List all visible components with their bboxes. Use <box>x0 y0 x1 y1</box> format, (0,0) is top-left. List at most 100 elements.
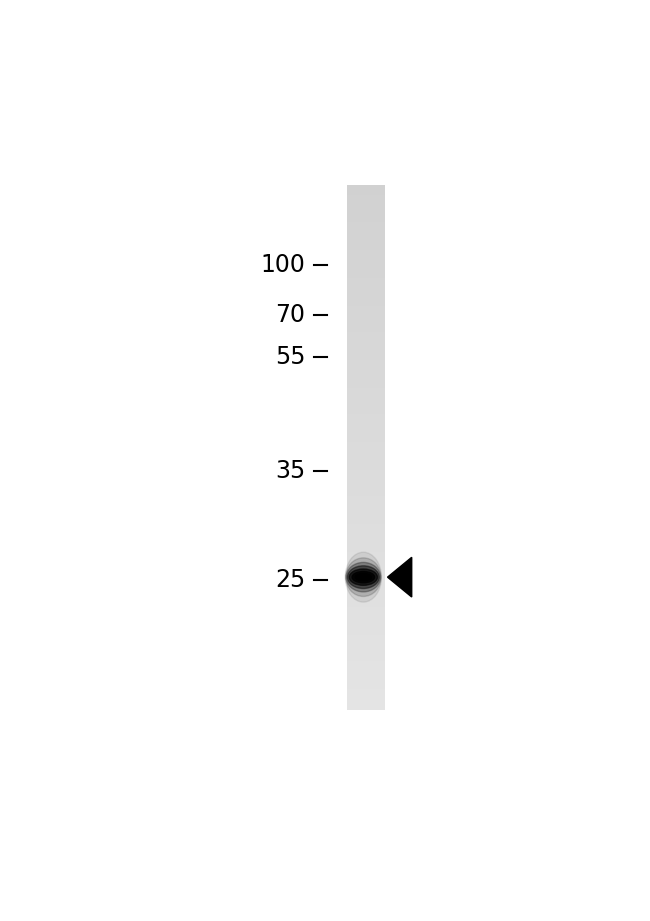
Bar <box>347 642 385 643</box>
Bar <box>347 483 385 484</box>
Bar <box>347 656 385 658</box>
Bar <box>347 329 385 330</box>
Bar <box>347 508 385 510</box>
Bar <box>347 600 385 601</box>
Bar <box>347 283 385 285</box>
Bar <box>347 323 385 325</box>
Bar <box>347 498 385 500</box>
Bar <box>347 608 385 610</box>
Bar <box>347 382 385 384</box>
Bar <box>347 510 385 512</box>
Bar <box>347 257 385 259</box>
Bar <box>347 621 385 623</box>
Bar <box>347 393 385 395</box>
Bar <box>347 613 385 615</box>
Bar <box>347 687 385 689</box>
Bar <box>347 691 385 693</box>
Bar <box>347 645 385 647</box>
Bar <box>347 220 385 222</box>
Bar <box>347 519 385 521</box>
Bar <box>347 321 385 323</box>
Bar <box>347 507 385 508</box>
Bar <box>347 215 385 216</box>
Bar <box>347 290 385 292</box>
Bar <box>347 442 385 444</box>
Bar <box>347 592 385 594</box>
Text: 35: 35 <box>275 459 306 483</box>
Bar <box>347 570 385 572</box>
Bar <box>347 306 385 308</box>
Bar <box>347 263 385 265</box>
Bar <box>347 335 385 337</box>
Bar <box>347 612 385 613</box>
Bar <box>347 386 385 388</box>
Bar <box>347 364 385 365</box>
Bar <box>347 470 385 472</box>
Bar <box>347 244 385 246</box>
Bar <box>347 594 385 596</box>
Bar <box>347 278 385 279</box>
Bar <box>347 191 385 192</box>
Bar <box>347 701 385 703</box>
Bar <box>347 654 385 656</box>
Bar <box>347 539 385 540</box>
Bar <box>347 428 385 430</box>
Bar <box>347 504 385 505</box>
Bar <box>347 311 385 313</box>
Bar <box>347 343 385 344</box>
Bar <box>347 201 385 203</box>
Bar <box>347 355 385 356</box>
Bar <box>347 358 385 360</box>
Bar <box>347 365 385 367</box>
Bar <box>347 208 385 209</box>
Bar <box>347 647 385 648</box>
Bar <box>347 624 385 625</box>
Bar <box>347 514 385 516</box>
Bar <box>347 472 385 473</box>
Bar <box>347 596 385 598</box>
Bar <box>347 598 385 600</box>
Bar <box>347 267 385 269</box>
Bar <box>347 320 385 321</box>
Bar <box>347 435 385 437</box>
Bar <box>347 347 385 349</box>
Bar <box>347 218 385 220</box>
Bar <box>347 261 385 262</box>
Bar <box>347 388 385 390</box>
Bar <box>347 376 385 378</box>
Bar <box>347 643 385 645</box>
Bar <box>347 259 385 261</box>
Bar <box>347 288 385 290</box>
Bar <box>347 397 385 399</box>
Bar <box>347 285 385 286</box>
Bar <box>347 448 385 449</box>
Bar <box>347 243 385 244</box>
Bar <box>347 454 385 456</box>
Bar <box>347 456 385 458</box>
Bar <box>347 374 385 376</box>
Bar <box>347 362 385 364</box>
Bar <box>347 292 385 294</box>
Bar <box>347 577 385 578</box>
Bar <box>347 578 385 580</box>
Bar <box>347 451 385 452</box>
Bar <box>347 631 385 633</box>
Bar <box>347 557 385 559</box>
Bar <box>347 296 385 297</box>
Text: 55: 55 <box>275 345 306 369</box>
Bar <box>347 372 385 374</box>
Bar <box>347 574 385 575</box>
Bar <box>347 232 385 234</box>
Bar <box>347 341 385 343</box>
Bar <box>347 416 385 417</box>
Text: 25: 25 <box>275 568 306 592</box>
Bar <box>347 652 385 654</box>
Bar <box>347 189 385 191</box>
Bar <box>347 325 385 327</box>
Bar <box>347 491 385 493</box>
Bar <box>347 330 385 332</box>
Bar <box>347 662 385 664</box>
Bar <box>347 402 385 403</box>
Ellipse shape <box>345 553 382 602</box>
Bar <box>347 437 385 438</box>
